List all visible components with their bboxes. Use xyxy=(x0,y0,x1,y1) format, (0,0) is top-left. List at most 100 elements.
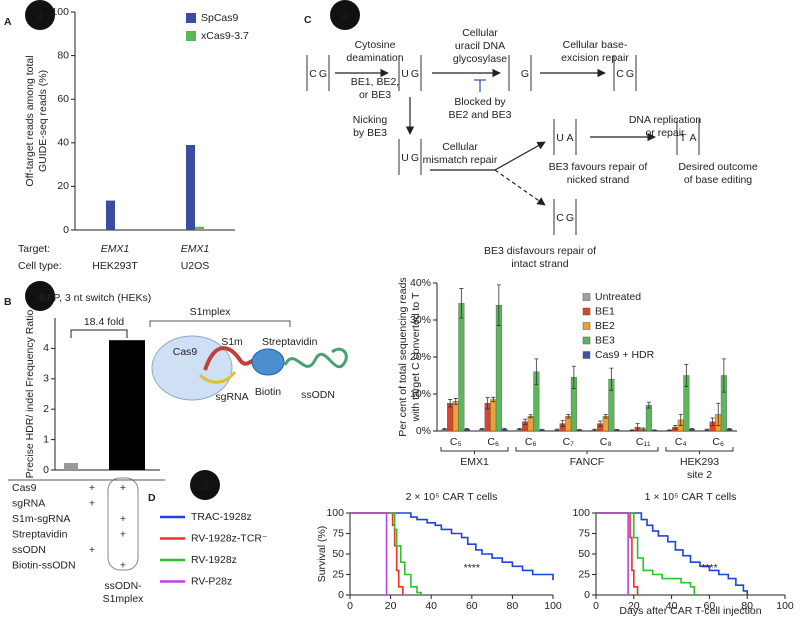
y-tick-label: 0 xyxy=(338,589,344,601)
error-bar xyxy=(539,429,544,431)
y-tick-label: 0% xyxy=(416,425,431,437)
error-bar xyxy=(491,396,496,403)
diagram-label: S1mplex xyxy=(190,306,232,318)
survival-line xyxy=(350,512,388,595)
error-bar xyxy=(705,428,710,432)
panel-badge xyxy=(330,0,360,30)
error-bar xyxy=(598,420,603,427)
diagram-label: of base editing xyxy=(684,174,752,186)
diagram-c-arrows xyxy=(335,68,656,206)
error-bar xyxy=(555,428,560,432)
diagram-label: BE3 favours repair of xyxy=(549,161,648,173)
error-bar xyxy=(502,428,507,431)
legend-label: RV-P28z xyxy=(191,575,232,587)
survival-line xyxy=(350,512,554,581)
error-bar xyxy=(459,288,464,319)
diagram-label: glycosylase xyxy=(453,53,507,65)
legend-swatch xyxy=(582,293,591,301)
error-bar xyxy=(560,420,565,427)
diagram-label: by BE3 xyxy=(353,127,387,139)
x-tick-label: C₇ xyxy=(563,436,575,448)
diagram-label: BE1, BE2, xyxy=(351,76,399,88)
table-row-label: Cas9 xyxy=(12,482,37,494)
diagram-label: S1m xyxy=(221,336,243,348)
x-tick-label: 40 xyxy=(666,600,678,612)
diagram-label: excision repair xyxy=(561,52,629,64)
y-tick-label: 1 xyxy=(43,433,49,445)
bar xyxy=(527,416,534,432)
panel-number: 2 xyxy=(37,291,43,303)
diagram-label: Nicking xyxy=(353,114,388,126)
diagram-label: Cas9 xyxy=(173,346,198,358)
survival-line xyxy=(596,512,639,595)
error-bar xyxy=(667,429,672,432)
base-letter: U xyxy=(401,152,409,164)
table-footer: ssODN- xyxy=(104,580,142,592)
y-tick-label: 100 xyxy=(572,507,590,519)
y-tick-label: 4 xyxy=(43,342,49,354)
diagram-label: intact strand xyxy=(511,258,568,270)
group-label: site 2 xyxy=(687,469,712,481)
legend-label: SpCas9 xyxy=(201,12,239,24)
dna-strands xyxy=(676,119,700,155)
x-tick-label: 0 xyxy=(593,600,599,612)
legend-label: BE3 xyxy=(595,334,615,346)
dna-strands xyxy=(306,55,330,91)
survival-line xyxy=(596,512,629,595)
group-bracket xyxy=(665,447,734,454)
error-bar xyxy=(592,428,597,432)
y-tick-label: 2 xyxy=(43,403,49,415)
error-bar xyxy=(577,429,582,431)
bar xyxy=(64,463,78,470)
diagram-label: DNA replication xyxy=(629,114,702,126)
bar xyxy=(195,226,204,230)
error-bar xyxy=(603,413,608,419)
error-bar xyxy=(641,427,646,431)
error-bar xyxy=(635,423,640,432)
error-bar xyxy=(528,414,533,419)
error-bar xyxy=(480,428,485,431)
group-label: HEK293 xyxy=(680,456,719,468)
table-highlight xyxy=(107,477,139,571)
diagram-label: BE3 disfavours repair of xyxy=(484,245,596,257)
group-label: EMX1 xyxy=(460,456,489,468)
table-cell: + xyxy=(120,528,126,540)
y-tick-label: 25 xyxy=(332,568,344,580)
y-tick-label: 50 xyxy=(332,548,344,560)
error-bar xyxy=(534,358,539,386)
diagram-label: Cellular base- xyxy=(563,39,628,51)
panel-letter: C xyxy=(304,14,312,26)
bar xyxy=(458,303,465,432)
survival-line xyxy=(596,512,696,595)
bar xyxy=(645,404,652,432)
base-letter: G xyxy=(626,68,634,80)
panel-number: 2 xyxy=(342,10,348,22)
annotation: **** xyxy=(701,562,717,574)
x-tick-label: 20 xyxy=(385,600,397,612)
group-label: FANCF xyxy=(570,456,604,468)
annotation: 18.4 fold xyxy=(84,316,124,328)
table-row-label: S1m-sgRNA xyxy=(12,513,70,525)
base-letter: G xyxy=(319,68,327,80)
legend-swatch xyxy=(582,322,591,330)
table-footer: S1mplex xyxy=(103,593,145,605)
diagram-label: Cellular xyxy=(442,141,478,153)
error-bar xyxy=(485,397,490,410)
base-letter: U xyxy=(401,68,409,80)
error-bar xyxy=(684,364,689,387)
y-tick-label: 20% xyxy=(410,351,431,363)
error-bar xyxy=(453,398,458,405)
y-tick-label: 10% xyxy=(410,388,431,400)
x-tick-label: 60 xyxy=(704,600,716,612)
diagram-label: Cellular xyxy=(462,27,498,39)
base-letter: C xyxy=(556,212,564,224)
chart-title: BFP, 3 nt switch (HEKs) xyxy=(40,292,151,304)
error-bar xyxy=(716,402,721,426)
legend-label: BE2 xyxy=(595,320,615,332)
y-tick-label: 30% xyxy=(410,314,431,326)
error-bar xyxy=(609,367,614,391)
y-tick-label: 0 xyxy=(43,464,49,476)
survival-line xyxy=(596,512,748,595)
diagram-label: or BE3 xyxy=(359,89,391,101)
dna-strands xyxy=(508,55,532,91)
